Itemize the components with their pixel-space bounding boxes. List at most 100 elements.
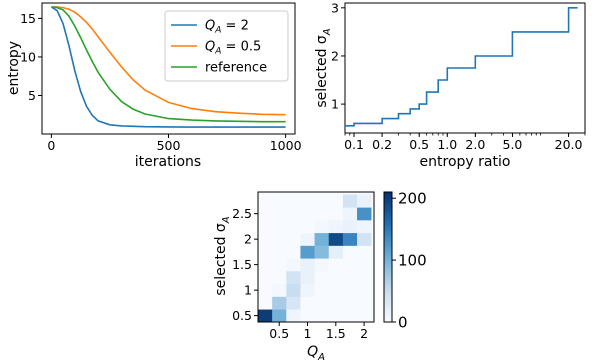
heatmap-cell (258, 245, 273, 259)
series-line-1 (51, 6, 286, 116)
chart3-frame (257, 191, 375, 323)
chart2-xlabel: entropy ratio (420, 154, 511, 170)
heatmap-cell (286, 309, 301, 323)
heatmap-cell (328, 258, 344, 272)
heatmap-cell (328, 194, 344, 208)
x-tick-label: 1.0 (437, 137, 457, 152)
heatmap-cell (272, 309, 287, 323)
step-line (345, 7, 578, 127)
x-tick-label: 0 (47, 138, 55, 153)
heatmap-cell (300, 194, 315, 208)
chart2-ticks: 0.1 0.2 0.5 1.0 2.0 5.0 20.0 1 2 3 (331, 0, 586, 152)
sigma-vs-qa-heatmap: 0.5 1 1.5 2 0.5 1 1.5 2 2.5 QA selected σA 0 100 2… (213, 190, 427, 361)
y-tick-label: 2 (331, 48, 339, 63)
heatmap-cell (272, 258, 287, 272)
x-tick-label: 2 (360, 326, 368, 341)
chart3-xlabel: QA (307, 344, 325, 361)
legend-label-1: QA = 0.5 (205, 40, 261, 57)
heatmap-cell (314, 220, 330, 234)
heatmap-cell (300, 258, 315, 272)
heatmap-cell (314, 207, 330, 221)
heatmap-cell (328, 207, 344, 221)
legend-label-0: QA = 2 (205, 19, 249, 36)
heatmap-cell (272, 232, 287, 246)
heatmap-cell (314, 309, 330, 323)
heatmap-cell (328, 283, 344, 297)
heatmap-cell (300, 271, 315, 285)
x-tick-label: 20.0 (555, 137, 583, 152)
legend-box (164, 10, 289, 82)
heatmap-cell (342, 245, 358, 259)
heatmap-cell (314, 258, 330, 272)
heatmap-cell (258, 194, 273, 208)
heatmap-cell (272, 271, 287, 285)
heatmap-cell (314, 283, 330, 297)
heatmap-cell (286, 283, 301, 297)
heatmap-cell (342, 309, 358, 323)
legend-label-2: reference (205, 61, 267, 76)
heatmap-cell (286, 220, 301, 234)
x-tick-label: 5.0 (503, 137, 523, 152)
heatmap-cell (342, 258, 358, 272)
heatmap-cell (272, 245, 287, 259)
y-tick-label: 2 (244, 232, 252, 247)
colorbar-tick-label: 200 (398, 190, 427, 208)
colorbar: 0 100 200 (383, 190, 427, 332)
x-tick-label: 0.5 (409, 137, 429, 152)
heatmap-cell (328, 245, 344, 259)
chart1-ticks: 0 500 1000 5 10 15 (20, 11, 301, 153)
heatmap-cell (357, 232, 372, 246)
heatmap-cell (342, 271, 358, 285)
heatmap-cell (286, 245, 301, 259)
heatmap-cell (272, 283, 287, 297)
colorbar-gradient (383, 191, 393, 323)
y-tick-label: 15 (20, 11, 36, 26)
heatmap-cell (300, 296, 315, 310)
heatmap-cell (272, 296, 287, 310)
chart3-ylabel: selected σA (213, 216, 232, 295)
heatmap-cell (258, 258, 273, 272)
heatmap-cell (258, 296, 273, 310)
heatmap-cell (258, 232, 273, 246)
chart2-ylabel: selected σA (314, 28, 333, 107)
heatmap-cell (272, 220, 287, 234)
chart1-ylabel: entropy (6, 41, 22, 95)
heatmap-cell (272, 194, 287, 208)
heatmap-cell (286, 232, 301, 246)
heatmap-cell (286, 296, 301, 310)
y-tick-label: 5 (28, 88, 36, 103)
colorbar-tick-label: 100 (398, 252, 427, 270)
chart1-series-lines (50, 6, 286, 128)
y-tick-label: 3 (331, 0, 339, 15)
x-tick-label: 500 (157, 138, 181, 153)
series-line-0 (50, 6, 286, 128)
heatmap-cell (286, 194, 301, 208)
x-tick-label: 2.0 (465, 137, 485, 152)
heatmap-cell (258, 271, 273, 285)
heatmap-cell (357, 258, 372, 272)
heatmap-cell (342, 283, 358, 297)
heatmap-cell (300, 207, 315, 221)
heatmap-cell (258, 220, 273, 234)
heatmap-cell (357, 296, 372, 310)
chart2-frame (344, 2, 586, 134)
heatmap-cell (357, 309, 372, 323)
heatmap-cell (300, 283, 315, 297)
heatmap-cells (258, 192, 374, 323)
x-tick-label: 0.2 (372, 137, 392, 152)
colorbar-ticks: 0 100 200 (392, 190, 427, 332)
heatmap-cell (342, 232, 358, 246)
heatmap-cell (357, 207, 372, 221)
heatmap-cell (258, 283, 273, 297)
heatmap-cell (314, 296, 330, 310)
heatmap-cell (328, 271, 344, 285)
heatmap-cell (272, 207, 287, 221)
y-tick-label: 10 (20, 49, 36, 64)
heatmap-cell (286, 207, 301, 221)
x-tick-label: 0.1 (344, 137, 364, 152)
y-tick-label: 0.5 (232, 308, 252, 323)
heatmap-cell (300, 232, 315, 246)
